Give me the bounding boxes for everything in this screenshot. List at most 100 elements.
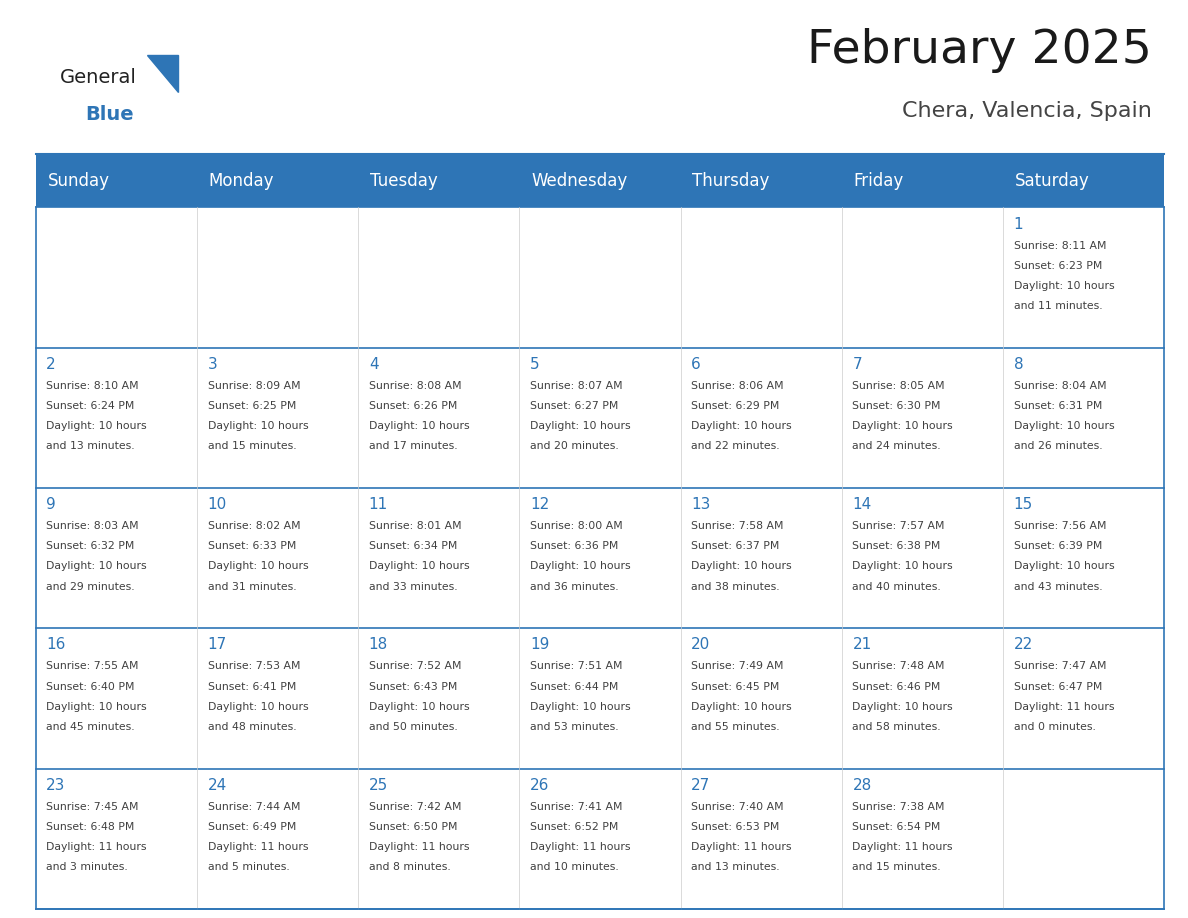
Text: 4: 4: [368, 357, 379, 372]
Text: 1: 1: [1013, 217, 1023, 231]
Text: Daylight: 10 hours: Daylight: 10 hours: [1013, 421, 1114, 431]
Text: Daylight: 10 hours: Daylight: 10 hours: [208, 421, 308, 431]
Text: Daylight: 10 hours: Daylight: 10 hours: [368, 701, 469, 711]
Text: Daylight: 11 hours: Daylight: 11 hours: [691, 842, 791, 852]
Text: and 38 minutes.: and 38 minutes.: [691, 582, 779, 591]
Text: Blue: Blue: [86, 105, 134, 124]
Text: Daylight: 10 hours: Daylight: 10 hours: [46, 562, 147, 571]
Text: 5: 5: [530, 357, 539, 372]
Text: Sunrise: 7:57 AM: Sunrise: 7:57 AM: [853, 521, 944, 531]
Text: Sunset: 6:38 PM: Sunset: 6:38 PM: [853, 542, 941, 551]
Text: and 24 minutes.: and 24 minutes.: [853, 442, 941, 452]
Text: 27: 27: [691, 778, 710, 793]
Text: and 33 minutes.: and 33 minutes.: [368, 582, 457, 591]
Text: Sunrise: 7:55 AM: Sunrise: 7:55 AM: [46, 661, 139, 671]
Text: 21: 21: [853, 637, 872, 653]
Text: and 40 minutes.: and 40 minutes.: [853, 582, 941, 591]
Text: Sunrise: 8:08 AM: Sunrise: 8:08 AM: [368, 381, 461, 391]
Text: Thursday: Thursday: [693, 172, 770, 190]
Text: and 13 minutes.: and 13 minutes.: [691, 862, 779, 872]
Text: Sunset: 6:25 PM: Sunset: 6:25 PM: [208, 401, 296, 411]
Text: Sunset: 6:39 PM: Sunset: 6:39 PM: [1013, 542, 1102, 551]
Text: General: General: [59, 68, 137, 87]
Text: and 55 minutes.: and 55 minutes.: [691, 722, 779, 732]
Text: Sunset: 6:43 PM: Sunset: 6:43 PM: [368, 681, 457, 691]
Text: Daylight: 10 hours: Daylight: 10 hours: [368, 421, 469, 431]
Text: Daylight: 11 hours: Daylight: 11 hours: [46, 842, 147, 852]
Text: 20: 20: [691, 637, 710, 653]
Text: Daylight: 10 hours: Daylight: 10 hours: [368, 562, 469, 571]
Text: Sunrise: 7:44 AM: Sunrise: 7:44 AM: [208, 801, 301, 812]
Text: and 45 minutes.: and 45 minutes.: [46, 722, 135, 732]
Text: February 2025: February 2025: [808, 28, 1152, 73]
Text: and 36 minutes.: and 36 minutes.: [530, 582, 619, 591]
Text: Daylight: 11 hours: Daylight: 11 hours: [368, 842, 469, 852]
Text: 23: 23: [46, 778, 65, 793]
Text: 2: 2: [46, 357, 56, 372]
Text: Daylight: 10 hours: Daylight: 10 hours: [1013, 281, 1114, 291]
Text: and 15 minutes.: and 15 minutes.: [853, 862, 941, 872]
Text: Sunset: 6:46 PM: Sunset: 6:46 PM: [853, 681, 941, 691]
Text: and 11 minutes.: and 11 minutes.: [1013, 301, 1102, 311]
Text: Friday: Friday: [854, 172, 904, 190]
Text: and 5 minutes.: and 5 minutes.: [208, 862, 290, 872]
Text: 7: 7: [853, 357, 862, 372]
Bar: [36, 154, 1164, 207]
Text: Daylight: 10 hours: Daylight: 10 hours: [530, 701, 631, 711]
Text: Sunset: 6:31 PM: Sunset: 6:31 PM: [1013, 401, 1102, 411]
Text: Sunset: 6:53 PM: Sunset: 6:53 PM: [691, 822, 779, 832]
Text: Sunset: 6:37 PM: Sunset: 6:37 PM: [691, 542, 779, 551]
Text: and 29 minutes.: and 29 minutes.: [46, 582, 135, 591]
Text: 13: 13: [691, 498, 710, 512]
Text: Daylight: 10 hours: Daylight: 10 hours: [208, 701, 308, 711]
Text: Sunrise: 7:53 AM: Sunrise: 7:53 AM: [208, 661, 301, 671]
Text: Daylight: 10 hours: Daylight: 10 hours: [46, 701, 147, 711]
Text: Sunrise: 7:51 AM: Sunrise: 7:51 AM: [530, 661, 623, 671]
Text: Chera, Valencia, Spain: Chera, Valencia, Spain: [903, 101, 1152, 121]
Text: Sunrise: 8:09 AM: Sunrise: 8:09 AM: [208, 381, 301, 391]
Text: Sunrise: 7:56 AM: Sunrise: 7:56 AM: [1013, 521, 1106, 531]
Text: Sunset: 6:29 PM: Sunset: 6:29 PM: [691, 401, 779, 411]
Text: Saturday: Saturday: [1015, 172, 1089, 190]
Text: Sunset: 6:32 PM: Sunset: 6:32 PM: [46, 542, 134, 551]
Text: Sunset: 6:36 PM: Sunset: 6:36 PM: [530, 542, 619, 551]
Text: Sunrise: 8:03 AM: Sunrise: 8:03 AM: [46, 521, 139, 531]
Text: and 53 minutes.: and 53 minutes.: [530, 722, 619, 732]
Text: Daylight: 10 hours: Daylight: 10 hours: [530, 562, 631, 571]
Text: and 20 minutes.: and 20 minutes.: [530, 442, 619, 452]
Text: 8: 8: [1013, 357, 1023, 372]
Text: Daylight: 11 hours: Daylight: 11 hours: [853, 842, 953, 852]
Text: and 22 minutes.: and 22 minutes.: [691, 442, 779, 452]
Text: Sunset: 6:52 PM: Sunset: 6:52 PM: [530, 822, 619, 832]
Text: Sunrise: 7:58 AM: Sunrise: 7:58 AM: [691, 521, 784, 531]
Text: Sunrise: 8:04 AM: Sunrise: 8:04 AM: [1013, 381, 1106, 391]
Text: 15: 15: [1013, 498, 1032, 512]
Text: Sunrise: 8:05 AM: Sunrise: 8:05 AM: [853, 381, 946, 391]
Text: Daylight: 11 hours: Daylight: 11 hours: [1013, 701, 1114, 711]
Text: and 58 minutes.: and 58 minutes.: [853, 722, 941, 732]
Text: Sunrise: 7:40 AM: Sunrise: 7:40 AM: [691, 801, 784, 812]
Text: Sunrise: 8:01 AM: Sunrise: 8:01 AM: [368, 521, 461, 531]
Text: and 13 minutes.: and 13 minutes.: [46, 442, 135, 452]
Text: Sunset: 6:27 PM: Sunset: 6:27 PM: [530, 401, 619, 411]
Text: Sunrise: 7:38 AM: Sunrise: 7:38 AM: [853, 801, 944, 812]
Text: and 50 minutes.: and 50 minutes.: [368, 722, 457, 732]
Text: 16: 16: [46, 637, 65, 653]
Text: Daylight: 10 hours: Daylight: 10 hours: [853, 421, 953, 431]
Text: 17: 17: [208, 637, 227, 653]
Text: Sunset: 6:24 PM: Sunset: 6:24 PM: [46, 401, 134, 411]
Text: Sunrise: 8:00 AM: Sunrise: 8:00 AM: [530, 521, 623, 531]
Text: Sunset: 6:23 PM: Sunset: 6:23 PM: [1013, 261, 1102, 271]
Text: Wednesday: Wednesday: [531, 172, 627, 190]
Text: Sunset: 6:45 PM: Sunset: 6:45 PM: [691, 681, 779, 691]
Text: 28: 28: [853, 778, 872, 793]
Text: Tuesday: Tuesday: [369, 172, 437, 190]
Text: and 26 minutes.: and 26 minutes.: [1013, 442, 1102, 452]
Text: Sunset: 6:26 PM: Sunset: 6:26 PM: [368, 401, 457, 411]
Text: Daylight: 10 hours: Daylight: 10 hours: [691, 421, 792, 431]
Text: Sunrise: 8:10 AM: Sunrise: 8:10 AM: [46, 381, 139, 391]
Text: 11: 11: [368, 498, 388, 512]
Text: 24: 24: [208, 778, 227, 793]
Text: 22: 22: [1013, 637, 1032, 653]
Text: Sunset: 6:47 PM: Sunset: 6:47 PM: [1013, 681, 1102, 691]
